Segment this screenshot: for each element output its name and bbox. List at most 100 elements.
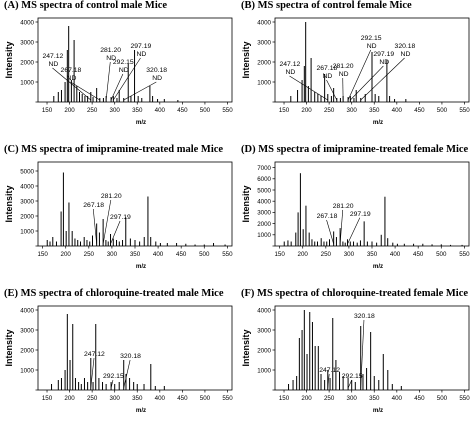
spectrum-plot: 1000 2000 3000 4000 150 200 250 300 350 400 450 500… bbox=[241, 17, 470, 126]
y-tick-label: 5000 bbox=[20, 168, 34, 175]
x-tick-label: 350 bbox=[369, 395, 380, 402]
annotation-leader bbox=[327, 373, 330, 389]
spectrum-plot: 1000 2000 3000 4000 150 200 250 300 350 400 450 500… bbox=[241, 305, 470, 414]
x-tick-label: 450 bbox=[414, 107, 425, 114]
x-tick-label: 150 bbox=[42, 107, 53, 114]
y-tick-label: 3000 bbox=[257, 210, 271, 217]
y-tick-label: 4000 bbox=[20, 307, 34, 314]
x-tick-label: 550 bbox=[459, 107, 470, 114]
x-tick-label: 150 bbox=[279, 395, 290, 402]
y-tick-label: 3000 bbox=[257, 327, 271, 334]
annotation-leader bbox=[350, 65, 384, 101]
spectrum-plot: 1000 2000 3000 4000 5000 150 200 250 300 350 400 45… bbox=[4, 161, 233, 270]
annotation-leader bbox=[110, 379, 114, 389]
annotation-leader bbox=[70, 81, 100, 101]
chart-panel-b: (B) MS spectra of control female Mice 10… bbox=[237, 0, 474, 144]
y-tick-label: 4000 bbox=[257, 307, 271, 314]
y-tick-label: 1000 bbox=[257, 79, 271, 86]
annotation-leader bbox=[110, 73, 124, 101]
chart-title: (B) MS spectra of control female Mice bbox=[241, 0, 412, 11]
chart-title: (D) MS spectra of imipramine-treated fem… bbox=[241, 144, 469, 155]
x-tick-label: 250 bbox=[87, 107, 98, 114]
peak-annotation: 267.18 ND bbox=[317, 65, 338, 80]
y-tick-label: 4000 bbox=[20, 183, 34, 190]
annotation-leader bbox=[326, 219, 334, 245]
plot-frame bbox=[37, 161, 233, 247]
chart-title: (E) MS spectra of chloroquine-treated ma… bbox=[4, 288, 224, 299]
y-tick-label: 5000 bbox=[257, 187, 271, 194]
x-tick-label: 200 bbox=[301, 395, 312, 402]
y-tick-label: 6000 bbox=[257, 176, 271, 183]
y-tick-label: 1000 bbox=[257, 232, 271, 239]
x-tick-label: 500 bbox=[199, 251, 210, 258]
x-tick-label: 500 bbox=[200, 395, 211, 402]
y-tick-label: 2000 bbox=[20, 347, 34, 354]
peak-annotation: 281.20 bbox=[101, 193, 122, 200]
x-tick-label: 500 bbox=[436, 251, 447, 258]
y-tick-label: 2000 bbox=[257, 59, 271, 66]
annotation-leader bbox=[360, 57, 405, 101]
annotation-leader bbox=[360, 319, 365, 389]
y-axis-label: Intensity bbox=[4, 41, 14, 78]
peak-annotation: 297.19 bbox=[350, 211, 371, 218]
annotation-leader bbox=[347, 49, 371, 101]
x-tick-label: 400 bbox=[155, 395, 166, 402]
x-tick-label: 450 bbox=[176, 251, 187, 258]
y-tick-label: 1000 bbox=[20, 228, 34, 235]
x-tick-label: 350 bbox=[130, 251, 141, 258]
chart-panel-d: (D) MS spectra of imipramine-treated fem… bbox=[237, 144, 474, 288]
peak-annotation: 281.20 ND bbox=[333, 63, 354, 78]
annotation-leader bbox=[123, 359, 131, 389]
annotation-leader bbox=[110, 220, 121, 245]
y-tick-label: 2000 bbox=[257, 221, 271, 228]
y-tick-label: 4000 bbox=[257, 199, 271, 206]
x-axis-label: m/z bbox=[136, 263, 146, 270]
y-tick-label: 2000 bbox=[20, 213, 34, 220]
annotation-leader bbox=[90, 357, 95, 389]
x-tick-label: 550 bbox=[459, 395, 470, 402]
x-tick-label: 300 bbox=[347, 395, 358, 402]
x-tick-label: 350 bbox=[132, 107, 143, 114]
y-tick-label: 3000 bbox=[257, 39, 271, 46]
peak-annotation: 267.18 ND bbox=[61, 67, 82, 82]
y-tick-label: 3000 bbox=[20, 39, 34, 46]
annotation-leader bbox=[347, 379, 353, 389]
y-tick-label: 1000 bbox=[20, 367, 34, 374]
x-tick-label: 400 bbox=[155, 107, 166, 114]
chart-title: (C) MS spectra of imipramine-treated mal… bbox=[4, 144, 224, 155]
y-axis-label: Intensity bbox=[241, 329, 251, 366]
annotation-leader bbox=[52, 67, 91, 101]
x-tick-label: 400 bbox=[390, 251, 401, 258]
plot-frame bbox=[37, 305, 233, 391]
x-tick-label: 400 bbox=[392, 395, 403, 402]
peak-annotation: 292.15 bbox=[342, 373, 363, 380]
peak-annotation: 247.12 bbox=[319, 367, 340, 374]
y-tick-label: 2000 bbox=[20, 59, 34, 66]
peak-annotation: 297.19 ND bbox=[373, 51, 394, 66]
chart-panel-f: (F) MS spectra of chloroquine-treated fe… bbox=[237, 288, 474, 432]
y-tick-label: 1000 bbox=[257, 367, 271, 374]
chart-panel-c: (C) MS spectra of imipramine-treated mal… bbox=[0, 144, 237, 288]
x-tick-label: 400 bbox=[153, 251, 164, 258]
x-tick-label: 300 bbox=[110, 395, 121, 402]
x-tick-label: 200 bbox=[301, 107, 312, 114]
annotation-leader bbox=[123, 81, 157, 101]
x-tick-label: 550 bbox=[222, 107, 233, 114]
x-tick-label: 250 bbox=[87, 395, 98, 402]
x-tick-label: 200 bbox=[298, 251, 309, 258]
x-tick-label: 350 bbox=[367, 251, 378, 258]
x-tick-label: 250 bbox=[321, 251, 332, 258]
peak-annotation: 247.12 bbox=[84, 351, 105, 358]
x-tick-label: 300 bbox=[347, 107, 358, 114]
annotation-leader bbox=[92, 208, 97, 245]
peak-annotation: 281.20 ND bbox=[100, 47, 121, 62]
x-tick-label: 350 bbox=[132, 395, 143, 402]
peak-annotation: 267.18 bbox=[317, 213, 338, 220]
x-tick-label: 450 bbox=[413, 251, 424, 258]
x-tick-label: 550 bbox=[222, 251, 233, 258]
annotation-leader bbox=[113, 57, 141, 101]
y-tick-label: 4000 bbox=[257, 19, 271, 26]
plot-frame bbox=[274, 305, 470, 391]
peak-annotation: 297.19 ND bbox=[130, 43, 151, 58]
annotation-leader bbox=[289, 75, 328, 101]
